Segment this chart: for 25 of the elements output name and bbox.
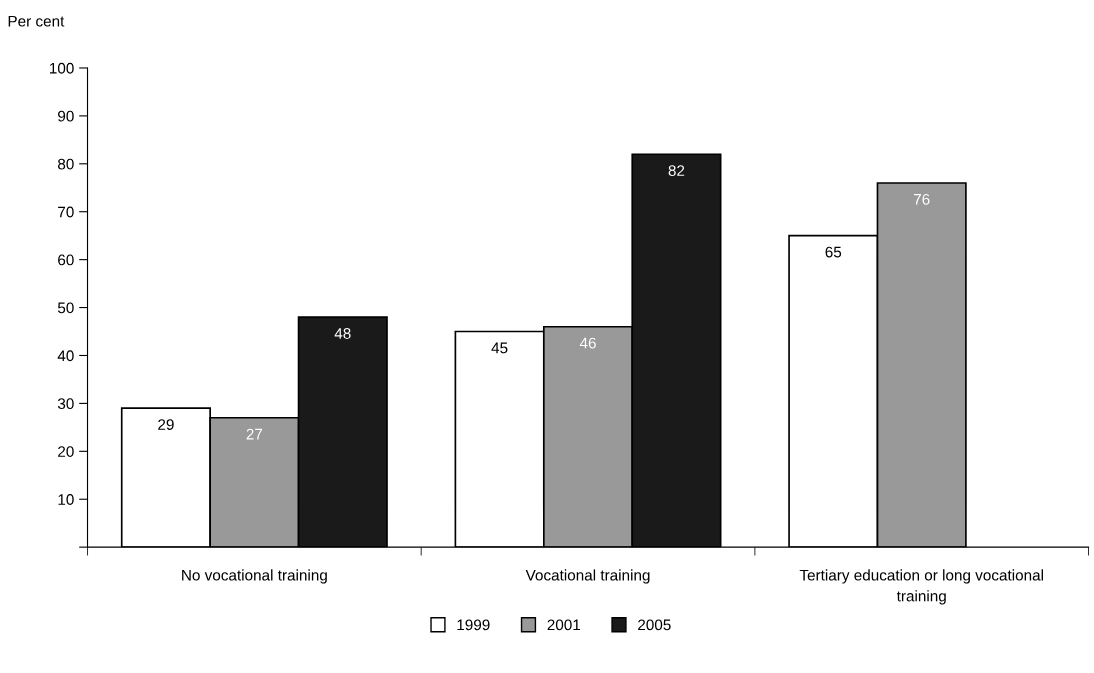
data-label: 65 [825, 246, 842, 258]
x-tick-label: No vocational training [182, 569, 327, 584]
data-label: 48 [334, 328, 351, 339]
data-label: 27 [246, 428, 263, 440]
data-label: 29 [158, 419, 174, 430]
legend-label: 2001 [547, 619, 581, 631]
y-tick-label: 70 [58, 206, 74, 218]
y-tick-label: 90 [58, 110, 74, 122]
legend-label: 1999 [457, 619, 490, 631]
y-tick-label: 100 [50, 62, 74, 74]
y-tick-label: 60 [58, 254, 74, 266]
y-tick-label: 40 [57, 350, 74, 362]
x-tick-label: Vocational training [525, 569, 650, 584]
y-tick-label: 10 [58, 494, 74, 505]
y-tick-label: 20 [58, 446, 74, 457]
y-tick-label: 80 [58, 158, 74, 170]
y-tick-label: 50 [57, 302, 74, 314]
x-tick-label: Tertiary education or long vocational training [799, 569, 1043, 605]
y-tick-label: 30 [57, 398, 74, 410]
data-label: 82 [668, 165, 685, 176]
data-label: 45 [491, 342, 508, 354]
legend-label: 2005 [638, 619, 671, 631]
data-label: 76 [913, 193, 930, 205]
data-label: 46 [579, 337, 596, 349]
y-axis-title: Per cent [8, 15, 65, 27]
